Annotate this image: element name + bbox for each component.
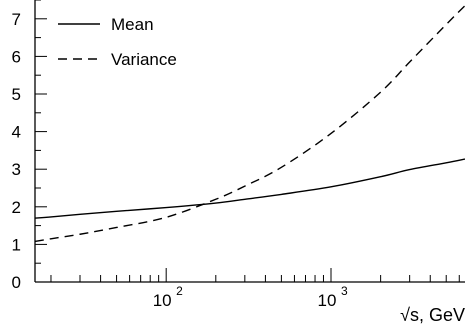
x-tick-label: 10 xyxy=(318,291,337,310)
x-tick-exponent: 2 xyxy=(176,284,183,298)
x-tick-exponent: 3 xyxy=(341,284,348,298)
x-axis-title: √s, GeV xyxy=(400,305,465,325)
series-line-mean xyxy=(34,158,465,219)
y-tick-label: 5 xyxy=(12,85,21,104)
legend-label-mean: Mean xyxy=(111,15,154,34)
series-line-variance xyxy=(34,5,465,243)
legend: Mean Variance xyxy=(58,15,177,69)
plot-frame xyxy=(34,0,465,283)
y-tick-label: 4 xyxy=(12,123,21,142)
legend-label-variance: Variance xyxy=(111,50,177,69)
y-tick-label: 7 xyxy=(12,10,21,29)
series-lines xyxy=(34,5,465,243)
y-tick-label: 1 xyxy=(12,235,21,254)
y-tick-label: 2 xyxy=(12,198,21,217)
y-tick-label: 0 xyxy=(12,273,21,292)
x-tick-label: 10 xyxy=(153,291,172,310)
axis-ticks: 0 1 2 3 4 5 6 7 10 2 10 3 xyxy=(12,0,460,310)
y-tick-label: 6 xyxy=(12,47,21,66)
y-tick-label: 3 xyxy=(12,160,21,179)
